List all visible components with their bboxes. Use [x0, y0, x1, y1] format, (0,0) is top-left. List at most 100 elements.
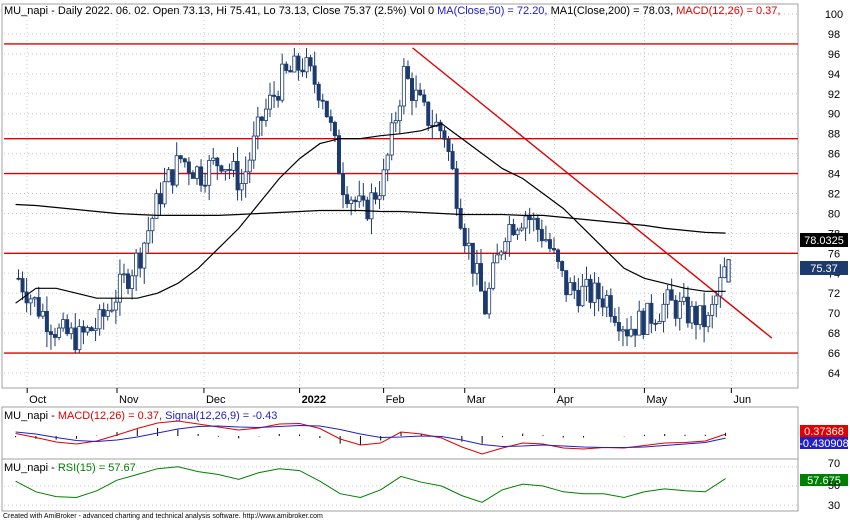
candle — [519, 222, 524, 232]
candle-body — [592, 282, 597, 303]
candle — [698, 305, 703, 330]
candle-body — [146, 230, 151, 244]
candle — [268, 82, 273, 118]
candle-body — [442, 130, 447, 140]
close-label: Close — [312, 5, 340, 17]
candle — [580, 274, 585, 308]
macd-header-label: MACD(12,26) = 0.37, — [676, 5, 780, 17]
ma200-badge: 78.0325 — [800, 233, 848, 247]
candle-body — [353, 199, 358, 203]
candle-body — [495, 254, 500, 264]
candle — [239, 169, 244, 201]
candle — [93, 317, 98, 341]
candle — [487, 282, 492, 319]
candle-body — [134, 252, 139, 277]
candle-body — [328, 116, 333, 123]
candle — [560, 260, 565, 277]
candle-body — [418, 89, 423, 96]
y-tick-76: 76 — [828, 248, 840, 260]
candle — [410, 72, 415, 116]
candle-body — [203, 184, 208, 187]
candle — [154, 189, 159, 219]
candle-body — [608, 295, 613, 317]
candle-body — [580, 285, 585, 307]
candle — [637, 300, 642, 336]
candle — [77, 319, 82, 354]
macd-badge-text: 0.37368 — [804, 426, 844, 438]
downtrend-line — [412, 47, 773, 339]
candle-body — [247, 159, 252, 173]
candle — [332, 120, 337, 143]
macd-symbol: MU_napi — [4, 410, 48, 422]
candle — [105, 303, 110, 321]
candle-body — [251, 135, 256, 161]
candle-body — [365, 199, 370, 220]
candle — [556, 248, 561, 269]
candle-body — [564, 270, 569, 296]
candle-body — [138, 252, 143, 269]
ma200-line — [15, 203, 726, 234]
candle — [365, 196, 370, 221]
candle-body — [466, 242, 471, 247]
candle — [641, 308, 646, 340]
candle-body — [568, 282, 573, 296]
candle — [320, 93, 325, 110]
candle — [166, 166, 171, 183]
candle — [211, 147, 216, 165]
rsi-value-badge: 57.675 — [800, 474, 848, 487]
candle-body — [596, 282, 601, 300]
candle — [718, 264, 723, 308]
candle-body — [507, 224, 512, 243]
candle — [616, 306, 621, 341]
macd-value-badge: 0.37368 — [800, 425, 848, 438]
x-label-2022: 2022 — [302, 394, 326, 406]
candle — [706, 312, 711, 333]
candle-body — [499, 251, 504, 256]
candle-body — [223, 169, 228, 172]
candle-body — [450, 151, 455, 170]
candle-body — [588, 278, 593, 303]
candle-body — [162, 181, 167, 205]
x-label-mar: Mar — [467, 394, 486, 406]
candle — [186, 157, 191, 186]
candle — [438, 119, 443, 139]
candle-body — [182, 158, 187, 163]
candle-body — [199, 166, 204, 186]
candle — [312, 51, 317, 94]
candle-body — [243, 171, 248, 184]
candle — [568, 277, 573, 296]
candle-body — [186, 161, 191, 174]
candle — [227, 163, 232, 179]
candle-body — [57, 327, 62, 338]
candle-body — [316, 83, 321, 101]
candle — [174, 142, 179, 188]
candle-body — [661, 303, 666, 322]
candle-body — [645, 302, 650, 335]
candle — [150, 216, 155, 244]
candle-body — [620, 329, 625, 332]
period: Daily — [58, 5, 83, 17]
candle-body — [93, 328, 98, 332]
candle — [263, 98, 268, 127]
candle-body — [158, 193, 163, 205]
rsi-symbol: MU_napi — [4, 462, 48, 474]
candle-body — [446, 138, 451, 152]
candle-body — [552, 248, 557, 251]
candle-body — [637, 310, 642, 336]
candle-body — [454, 168, 459, 209]
candle — [673, 295, 678, 327]
candle-body — [345, 194, 350, 205]
candle — [584, 266, 589, 302]
candle-body — [470, 242, 475, 274]
candle — [689, 300, 694, 330]
candle — [134, 248, 139, 292]
high-label: Hi — [216, 5, 226, 17]
candle — [693, 301, 698, 340]
candle — [296, 53, 301, 81]
candle — [462, 223, 467, 253]
date: 2022. 06. 02. — [85, 5, 149, 17]
candle — [401, 58, 406, 115]
y-tick-96: 96 — [828, 49, 840, 61]
candle — [600, 286, 605, 317]
